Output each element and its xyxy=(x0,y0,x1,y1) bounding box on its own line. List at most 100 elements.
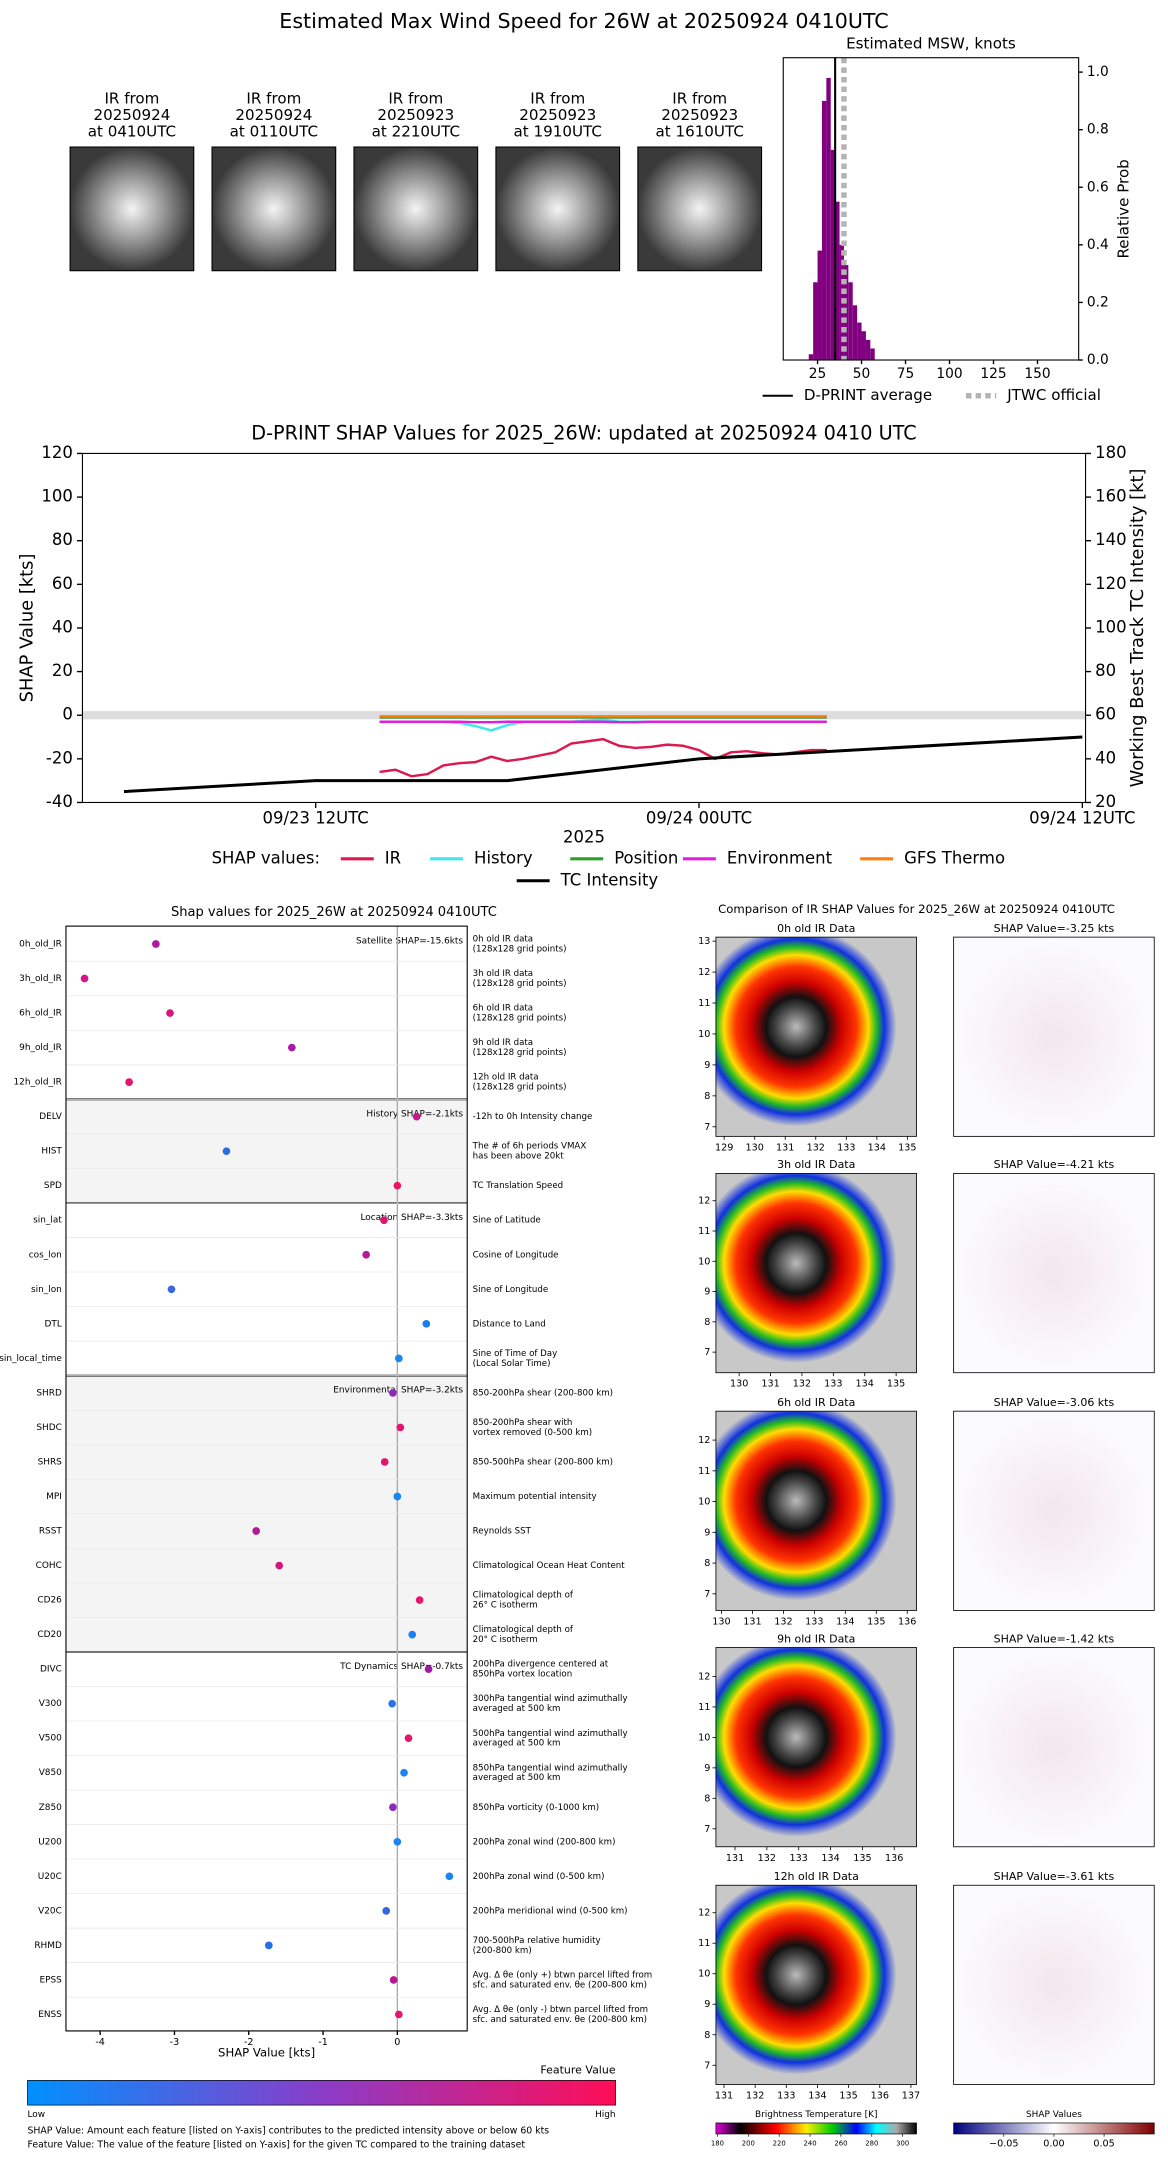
shap-dot xyxy=(408,1630,417,1639)
x-tick-label: 129 xyxy=(715,1142,733,1153)
feature-name: RHMD xyxy=(34,1941,62,1951)
histogram-bar xyxy=(830,149,836,361)
x-tick-label: 131 xyxy=(726,1853,744,1864)
feature-name: RSST xyxy=(39,1527,63,1537)
x-tick-label: 09/24 00UTC xyxy=(646,808,752,827)
y-tick-label: 12 xyxy=(698,1435,710,1446)
feature-name: U200 xyxy=(38,1837,62,1847)
feature-name: sin_lat xyxy=(33,1216,62,1226)
feature-description: sfc. and saturated env. θe (200-800 km) xyxy=(473,2015,647,2025)
legend-title: SHAP values: xyxy=(212,848,320,867)
y-tick-label: 11 xyxy=(698,998,710,1009)
feature-name: DTL xyxy=(45,1319,62,1329)
feature-description: 850-500hPa shear (200-800 km) xyxy=(473,1457,613,1467)
colorbar-tick-label: 200 xyxy=(742,2140,755,2148)
feature-description: (128x128 grid points) xyxy=(473,1083,567,1093)
satellite-image xyxy=(637,146,763,272)
feature-name: DELV xyxy=(39,1112,62,1122)
x-tick-label: 09/24 12UTC xyxy=(1029,808,1135,827)
y-tick-label: 60 xyxy=(52,574,73,593)
satellite-image xyxy=(353,146,479,272)
histogram-bar xyxy=(870,348,875,361)
feature-name: V500 xyxy=(39,1734,62,1744)
feature-description: 850hPa vorticity (0-1000 km) xyxy=(473,1803,600,1813)
x-tick-label: 135 xyxy=(867,1616,885,1627)
y-tick-label: 10 xyxy=(698,1732,710,1743)
shap-dot xyxy=(400,1768,408,1777)
footnote: Feature Value: The value of the feature … xyxy=(27,2139,525,2150)
panel-title: 9h old IR Data xyxy=(777,1632,855,1645)
feature-name: EPSS xyxy=(39,1975,62,1985)
histogram-bar xyxy=(861,331,866,361)
feature-description: averaged at 500 km xyxy=(473,1704,561,1714)
feature-description: 26° C isotherm xyxy=(473,1601,538,1611)
y-tick-label: 0.0 xyxy=(1087,352,1109,368)
thumbnail-label: IR from xyxy=(672,89,727,107)
x-axis-label: 2025 xyxy=(563,828,605,847)
satellite-image xyxy=(211,146,337,272)
feature-description: 200hPa meridional wind (0-500 km) xyxy=(473,1906,628,1916)
x-tick-label: 50 xyxy=(853,366,870,382)
thumbnail-label: IR from xyxy=(530,89,585,107)
shap-dot xyxy=(252,1527,261,1535)
histogram-bar xyxy=(865,339,871,361)
y-tick-label: 8 xyxy=(704,2030,710,2041)
x-tick-label: 150 xyxy=(1024,366,1050,382)
y2-tick-label: 140 xyxy=(1095,530,1126,549)
x-tick-label: 135 xyxy=(898,1142,916,1153)
shap-dot xyxy=(275,1561,284,1570)
y-tick-label: 1.0 xyxy=(1087,64,1109,80)
x-tick-label: 132 xyxy=(774,1616,792,1627)
shap-dot xyxy=(415,1596,424,1604)
legend-label: D-PRINT average xyxy=(804,386,932,404)
shap-map xyxy=(953,1173,1155,1374)
shap-dot xyxy=(394,2010,403,2019)
feature-name: ENSS xyxy=(38,2010,62,2020)
satellite-image xyxy=(69,146,195,272)
x-tick-label: -4 xyxy=(95,2037,105,2048)
y-tick-label: 9 xyxy=(704,1287,710,1298)
shap-dot xyxy=(380,1458,389,1466)
x-tick-label: 133 xyxy=(824,1379,842,1390)
panel-title: 0h old IR Data xyxy=(777,922,855,935)
thumbnail-label: at 0110UTC xyxy=(230,122,318,140)
y-axis-label: Relative Prob xyxy=(1115,159,1133,258)
shap-map xyxy=(953,1410,1155,1611)
colorbar xyxy=(715,2122,917,2135)
legend-label: TC Intensity xyxy=(560,870,659,889)
y-tick-label: 10 xyxy=(698,1969,710,1980)
y-tick-label: 7 xyxy=(704,1122,710,1133)
shap-dot xyxy=(362,1250,370,1259)
feature-name: V850 xyxy=(39,1768,62,1778)
y2-tick-label: 180 xyxy=(1095,443,1126,462)
panel-title: SHAP Value=-1.42 kts xyxy=(994,1632,1115,1645)
y-tick-label: 9 xyxy=(704,1763,710,1774)
colorbar-tick-label: 300 xyxy=(896,2140,909,2148)
feature-description: 200hPa zonal wind (200-800 km) xyxy=(473,1837,616,1847)
feature-description: 9h old IR data xyxy=(473,1038,533,1048)
histogram-bar xyxy=(835,201,840,361)
colorbar-label: SHAP Values xyxy=(1026,2110,1082,2120)
y-tick-label: 10 xyxy=(698,1256,710,1267)
feature-description: TC Translation Speed xyxy=(472,1181,563,1191)
panel-title: 3h old IR Data xyxy=(777,1158,855,1171)
shap-dot xyxy=(222,1147,231,1156)
colorbar-tick-label: −0.05 xyxy=(989,2139,1018,2150)
panel-title: SHAP Value=-3.06 kts xyxy=(994,1396,1115,1409)
x-tick-label: -1 xyxy=(318,2037,328,2048)
y-tick-label: 0.2 xyxy=(1087,294,1109,310)
x-tick-label: 134 xyxy=(821,1853,839,1864)
feature-description: (Local Solar Time) xyxy=(473,1359,551,1369)
thumbnail-label: 20250924 xyxy=(93,106,170,124)
group-label: Environmental SHAP=-3.2kts xyxy=(333,1386,463,1396)
y-tick-label: 12 xyxy=(698,1196,710,1207)
panel-title: SHAP Value=-3.61 kts xyxy=(994,1870,1115,1883)
histogram-bar xyxy=(826,77,831,361)
feature-description: (128x128 grid points) xyxy=(473,1048,567,1058)
colorbar xyxy=(953,2122,1155,2135)
ir-image xyxy=(715,1410,917,1611)
colorbar-tick-label: 0.05 xyxy=(1093,2139,1114,2150)
x-tick-label: -3 xyxy=(170,2037,180,2048)
feature-name: sin_local_time xyxy=(0,1354,62,1364)
